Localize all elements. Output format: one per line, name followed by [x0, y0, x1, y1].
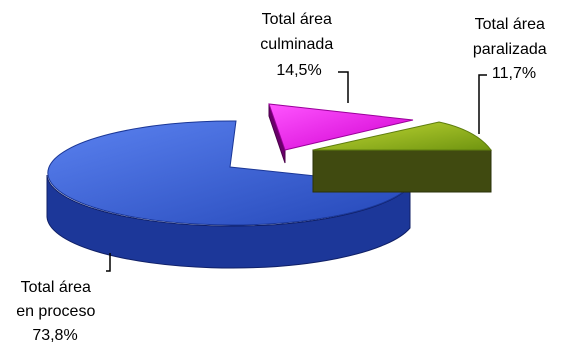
slice-culminada-top: [268, 103, 414, 151]
leader-line-en-proceso: [106, 253, 111, 272]
label-en-proceso-line1: Total área: [21, 279, 91, 296]
label-culminada-line1: Total área: [262, 11, 332, 28]
label-en-proceso: Total área en proceso 73,8%: [16, 279, 100, 343]
leader-line-culminada: [338, 71, 349, 103]
label-en-proceso-line2: en proceso: [16, 303, 95, 320]
slice-en-proceso-top: [47, 120, 412, 226]
label-paralizada-line1: Total área: [475, 16, 545, 33]
label-paralizada-line2: paralizada: [473, 41, 547, 58]
slice-en-proceso: [46, 120, 412, 269]
label-paralizada: Total área paralizada 11,7%: [473, 16, 551, 82]
label-culminada-value: 14,5%: [276, 62, 321, 79]
slice-paralizada-side: [312, 149, 492, 193]
label-culminada-line2: culminada: [260, 36, 333, 53]
label-culminada: Total área culminada 14,5%: [260, 11, 337, 79]
slice-paralizada-top: [312, 121, 493, 151]
slice-culminada: [268, 103, 414, 164]
slice-en-proceso-side: [46, 174, 411, 269]
label-en-proceso-value: 73,8%: [32, 327, 77, 343]
label-paralizada-value: 11,7%: [492, 65, 536, 82]
slice-paralizada: [312, 121, 493, 193]
leader-line-paralizada: [478, 74, 487, 134]
